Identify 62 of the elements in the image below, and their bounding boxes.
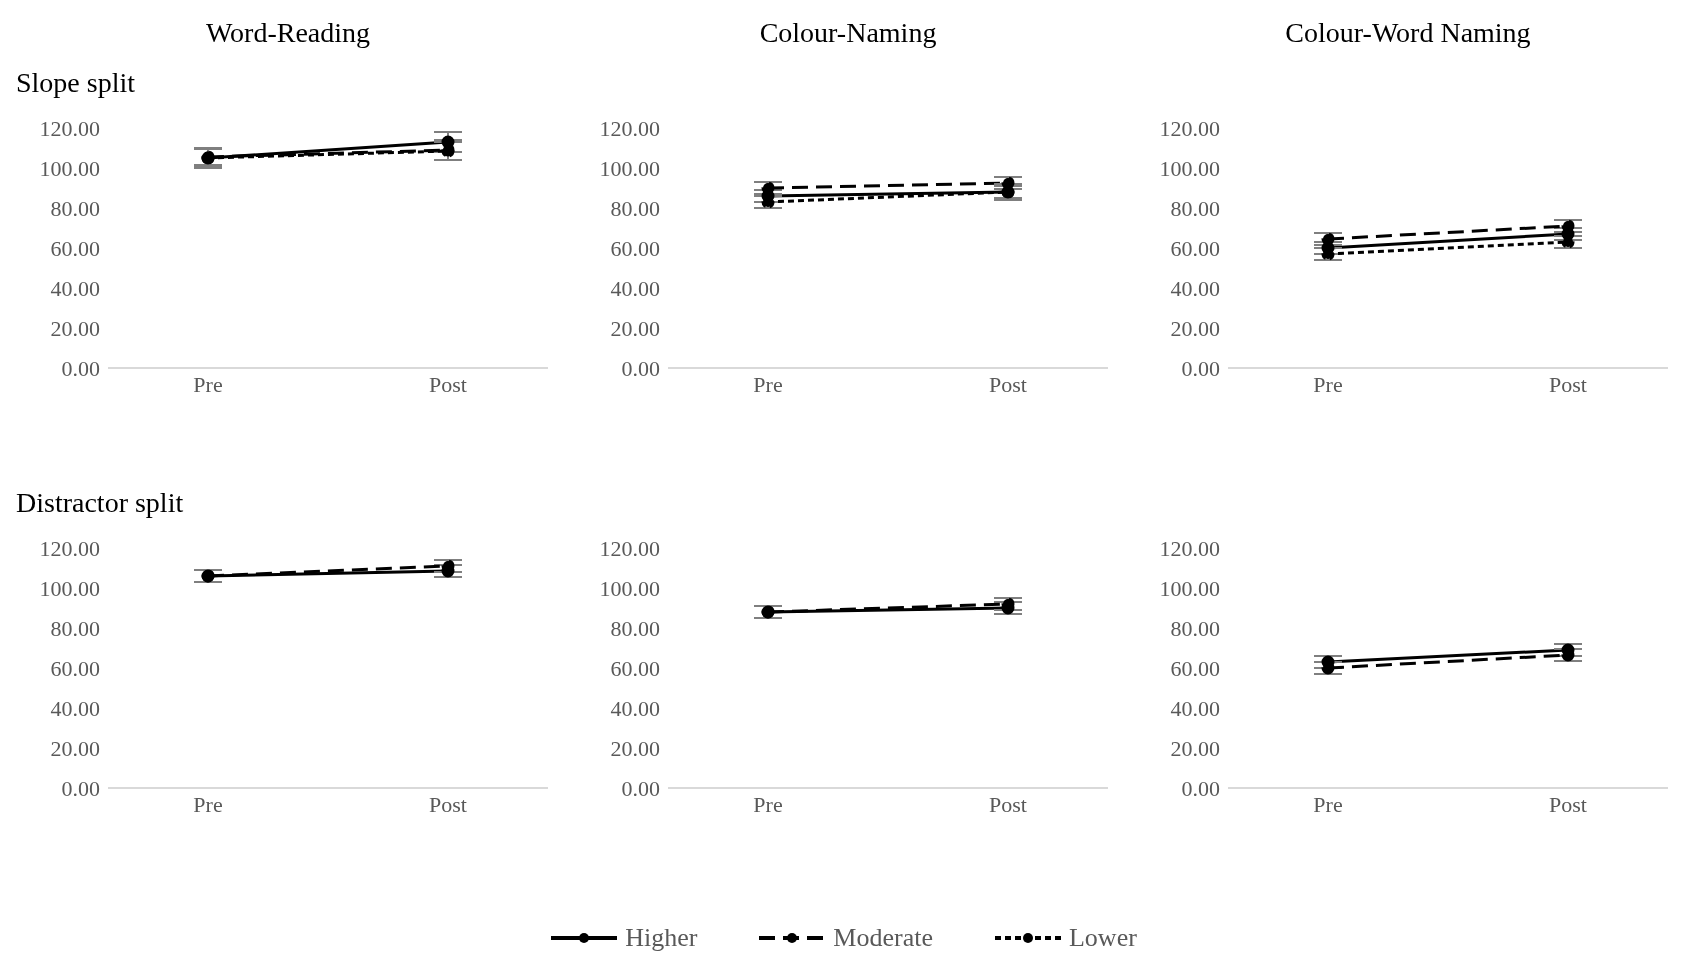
x-tick-label: Pre <box>1313 791 1343 817</box>
y-tick-label: 40.00 <box>50 275 100 301</box>
x-tick-label: Pre <box>193 371 223 397</box>
y-tick-label: 80.00 <box>610 615 660 641</box>
y-tick-label: 60.00 <box>50 655 100 681</box>
y-tick-label: 120.00 <box>39 535 100 561</box>
chart-title: Colour-Word Naming <box>1284 16 1532 50</box>
y-tick-label: 100.00 <box>599 575 660 601</box>
y-tick-label: 0.00 <box>61 775 100 801</box>
y-tick-label: 60.00 <box>610 655 660 681</box>
y-tick-label: 60.00 <box>1170 655 1220 681</box>
x-tick-label: Pre <box>193 791 223 817</box>
y-tick-label: 20.00 <box>610 315 660 341</box>
chart-subtitle: Distractor split <box>15 486 185 520</box>
x-tick-label: Pre <box>753 791 783 817</box>
legend-label: Higher <box>625 923 698 953</box>
y-tick-label: 120.00 <box>599 115 660 141</box>
y-tick-label: 80.00 <box>50 615 100 641</box>
y-tick-label: 60.00 <box>1170 235 1220 261</box>
y-tick-label: 40.00 <box>1170 695 1220 721</box>
y-tick-label: 20.00 <box>610 735 660 761</box>
y-tick-label: 20.00 <box>50 315 100 341</box>
y-tick-label: 0.00 <box>61 355 100 381</box>
legend-label: Moderate <box>833 923 933 953</box>
chart-subtitle: Slope split <box>15 66 136 100</box>
y-tick-label: 100.00 <box>39 575 100 601</box>
y-tick-label: 60.00 <box>610 235 660 261</box>
y-tick-label: 20.00 <box>1170 315 1220 341</box>
y-tick-label: 100.00 <box>599 155 660 181</box>
y-tick-label: 0.00 <box>1181 355 1220 381</box>
x-tick-label: Post <box>989 791 1027 817</box>
y-tick-label: 120.00 <box>39 115 100 141</box>
y-tick-label: 0.00 <box>1181 775 1220 801</box>
y-tick-label: 40.00 <box>610 275 660 301</box>
y-tick-label: 120.00 <box>1159 535 1220 561</box>
y-tick-label: 40.00 <box>50 695 100 721</box>
y-tick-label: 40.00 <box>1170 275 1220 301</box>
y-tick-label: 80.00 <box>50 195 100 221</box>
y-tick-label: 0.00 <box>621 355 660 381</box>
x-tick-label: Post <box>429 371 467 397</box>
x-tick-label: Pre <box>1313 371 1343 397</box>
chart-title: Word-Reading <box>204 16 372 50</box>
y-tick-label: 20.00 <box>1170 735 1220 761</box>
y-tick-label: 100.00 <box>1159 155 1220 181</box>
y-tick-label: 120.00 <box>1159 115 1220 141</box>
legend-label: Lower <box>1068 923 1137 953</box>
x-tick-label: Post <box>1549 371 1587 397</box>
chart-title: Colour-Naming <box>758 16 938 50</box>
x-tick-label: Pre <box>753 371 783 397</box>
y-tick-label: 40.00 <box>610 695 660 721</box>
x-tick-label: Post <box>1549 791 1587 817</box>
y-tick-label: 100.00 <box>1159 575 1220 601</box>
y-tick-label: 0.00 <box>621 775 660 801</box>
y-tick-label: 100.00 <box>39 155 100 181</box>
y-tick-label: 120.00 <box>599 535 660 561</box>
y-tick-label: 20.00 <box>50 735 100 761</box>
y-tick-label: 80.00 <box>1170 615 1220 641</box>
x-tick-label: Post <box>989 371 1027 397</box>
y-tick-label: 60.00 <box>50 235 100 261</box>
y-tick-label: 80.00 <box>610 195 660 221</box>
x-tick-label: Post <box>429 791 467 817</box>
y-tick-label: 80.00 <box>1170 195 1220 221</box>
